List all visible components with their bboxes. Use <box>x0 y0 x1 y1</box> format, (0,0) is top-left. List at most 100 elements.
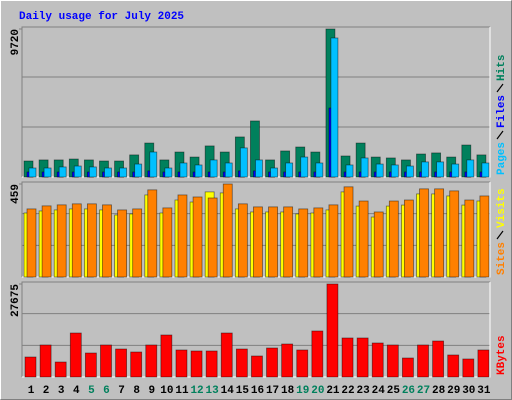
bar <box>390 164 399 178</box>
bar <box>447 354 460 378</box>
bar <box>145 344 158 378</box>
bar <box>360 157 369 178</box>
bar <box>300 156 309 178</box>
x-tick-label: 4 <box>73 385 80 397</box>
bar <box>164 167 173 178</box>
bar <box>149 151 158 178</box>
bar <box>388 200 399 278</box>
bar <box>84 352 97 378</box>
x-tick-label: 31 <box>477 385 491 397</box>
bar <box>162 207 173 278</box>
bar <box>222 183 233 278</box>
bar <box>251 355 263 378</box>
bar <box>296 349 309 378</box>
x-tick-label: 3 <box>58 385 65 397</box>
x-tick-label: 24 <box>372 385 386 397</box>
bar <box>311 330 324 378</box>
legend-entry: Files <box>496 95 508 128</box>
x-tick-label: 10 <box>160 385 173 397</box>
bar <box>406 165 414 178</box>
bar <box>451 163 460 178</box>
bar <box>190 350 203 378</box>
bar <box>115 348 127 378</box>
bar <box>102 204 112 278</box>
legend-separator <box>496 130 504 140</box>
y-tick-label: 27675 <box>10 284 22 317</box>
bar <box>104 167 112 178</box>
legend-separator <box>496 230 504 240</box>
x-tick-label: 13 <box>206 385 220 397</box>
bar <box>100 344 112 378</box>
legend: KBytes <box>496 335 508 375</box>
bar <box>386 344 399 378</box>
plot-border <box>21 26 490 177</box>
x-tick-label: 19 <box>296 385 309 397</box>
bar <box>421 161 429 178</box>
bar <box>24 356 37 378</box>
bar <box>194 164 203 178</box>
bar <box>266 347 278 378</box>
bar <box>375 163 384 178</box>
bar <box>134 163 143 178</box>
bar <box>205 350 218 378</box>
bar <box>73 165 82 178</box>
x-tick-label: 23 <box>357 385 371 397</box>
bar <box>41 205 52 278</box>
bar <box>313 207 324 278</box>
legend-entry: Sites <box>496 242 508 275</box>
bar <box>235 348 248 378</box>
x-tick-label: 14 <box>221 385 235 397</box>
x-tick-label: 9 <box>148 385 155 397</box>
bar <box>315 162 324 178</box>
bar <box>466 159 475 178</box>
x-tick-label: 25 <box>387 385 401 397</box>
x-tick-label: 7 <box>118 385 125 397</box>
bar <box>358 200 369 278</box>
bar <box>371 342 384 378</box>
bar <box>117 209 127 278</box>
bar <box>54 361 67 378</box>
bar <box>481 162 490 178</box>
bar <box>255 159 263 178</box>
bar <box>179 162 188 178</box>
bar <box>283 206 294 278</box>
legend-entry: KBytes <box>496 335 508 375</box>
x-tick-label: 12 <box>190 385 203 397</box>
x-tick-label: 30 <box>462 385 475 397</box>
bar <box>69 332 82 378</box>
x-tick-label: 5 <box>88 385 95 397</box>
bar <box>270 167 278 178</box>
bar <box>239 147 248 178</box>
x-tick-label: 8 <box>133 385 140 397</box>
bar <box>268 206 278 278</box>
bar <box>224 162 233 178</box>
bar <box>39 344 52 378</box>
bar <box>464 199 475 278</box>
legend-entry: Pages <box>496 142 508 175</box>
bar <box>220 332 233 378</box>
bar <box>477 349 490 378</box>
bar <box>26 208 37 278</box>
plot-border <box>21 281 490 377</box>
chart-title: Daily usage for July 2025 <box>19 11 184 23</box>
x-tick-label: 1 <box>28 385 35 397</box>
bar <box>28 167 37 178</box>
bar <box>345 164 354 178</box>
bar <box>160 334 173 378</box>
x-tick-label: 16 <box>251 385 264 397</box>
x-tick-label: 6 <box>103 385 110 397</box>
legend: Sites Visits <box>496 188 508 275</box>
bar <box>281 343 294 378</box>
bar <box>285 162 294 178</box>
bar <box>330 37 339 178</box>
bar <box>192 196 203 278</box>
bar <box>436 161 445 178</box>
bar <box>130 351 143 378</box>
bar <box>88 166 97 178</box>
legend-entry: Visits <box>496 188 508 228</box>
x-tick-label: 2 <box>43 385 50 397</box>
bar <box>58 166 67 178</box>
x-tick-label: 29 <box>447 385 460 397</box>
bar <box>147 189 158 278</box>
